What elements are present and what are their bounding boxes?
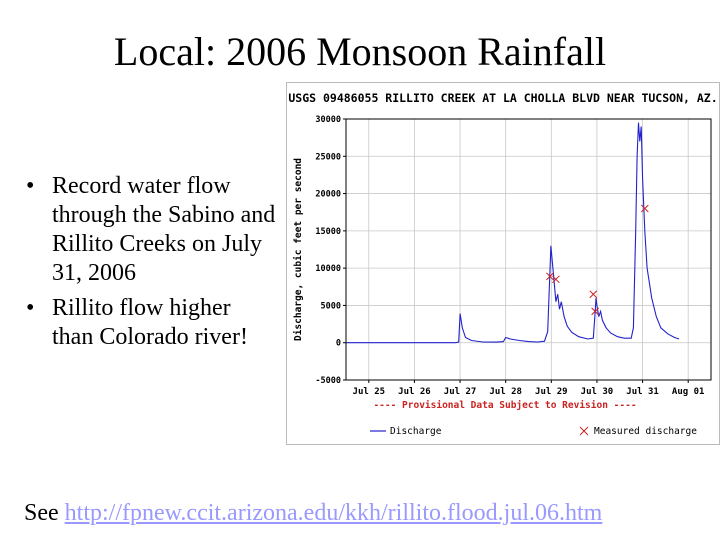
measured-discharge-point (591, 307, 599, 316)
marker-stroke (589, 290, 598, 299)
bullet-text: Rillito flow higher than Colorado river! (52, 295, 248, 350)
slide-title: Local: 2006 Monsoon Rainfall (113, 29, 607, 74)
y-tick-label: 15000 (315, 227, 341, 237)
source-link[interactable]: http://fpnew.ccit.arizona.edu/kkh/rillit… (64, 500, 603, 526)
provisional-note: ---- Provisional Data Subject to Revisio… (373, 400, 636, 411)
y-tick-label: 25000 (315, 152, 341, 162)
bullet-item: • Rillito flow higher than Colorado rive… (26, 294, 276, 352)
legend-measured-swatch (579, 426, 589, 436)
footer-reference: See http://fpnew.ccit.arizona.edu/kkh/ri… (24, 500, 602, 527)
x-tick-label: Aug 01 (672, 387, 705, 397)
chart-legend: Discharge Measured discharge (370, 426, 697, 437)
bullet-list: • Record water flow through the Sabino a… (26, 172, 276, 358)
plot-frame (345, 118, 712, 381)
chart-ticks: -5000 0 5000 10000 15000 20000 25000 30000 Jul 2… (315, 115, 704, 397)
footer-prefix: See (24, 500, 65, 526)
marker-stroke (546, 272, 554, 281)
bullet-glyph: • (26, 173, 35, 199)
bullet-text: Record water flow through the Sabino and… (52, 173, 276, 286)
measured-discharge-point (589, 290, 598, 299)
bullet-glyph: • (26, 295, 35, 321)
y-tick-label: 30000 (315, 115, 341, 125)
marker-stroke (552, 275, 560, 284)
chart-series-area (346, 122, 680, 344)
legend-discharge-label: Discharge (390, 426, 442, 437)
marker-stroke (640, 204, 649, 213)
x-tick-label: Jul 26 (398, 387, 431, 397)
x-tick-label: Jul 28 (489, 387, 522, 397)
discharge-chart: USGS 09486055 RILLITO CREEK AT LA CHOLLA… (286, 82, 720, 445)
bullet-item: • Record water flow through the Sabino a… (26, 172, 276, 288)
measured-discharge-point (552, 275, 560, 284)
discharge-series-line (346, 122, 680, 344)
y-tick-label: 5000 (321, 301, 341, 311)
x-tick-label: Jul 25 (353, 387, 386, 397)
y-tick-label: 0 (336, 339, 341, 349)
x-tick-label: Jul 31 (626, 387, 659, 397)
x-tick-label: Jul 30 (581, 387, 614, 397)
x-tick-label: Jul 27 (444, 387, 477, 397)
marker-stroke (591, 307, 599, 316)
chart-svg: USGS 09486055 RILLITO CREEK AT LA CHOLLA… (286, 82, 720, 445)
legend-measured-label: Measured discharge (594, 426, 697, 437)
y-axis-label: Discharge, cubic feet per second (293, 158, 304, 341)
y-tick-label: 10000 (315, 264, 341, 274)
y-tick-label: 20000 (315, 190, 341, 200)
y-tick-label: -5000 (315, 376, 341, 386)
x-tick-label: Jul 29 (535, 387, 568, 397)
chart-title: USGS 09486055 RILLITO CREEK AT LA CHOLLA… (288, 91, 717, 105)
marker-stroke (579, 426, 589, 436)
measured-discharge-point (546, 272, 554, 281)
measured-discharge-point (640, 204, 649, 213)
